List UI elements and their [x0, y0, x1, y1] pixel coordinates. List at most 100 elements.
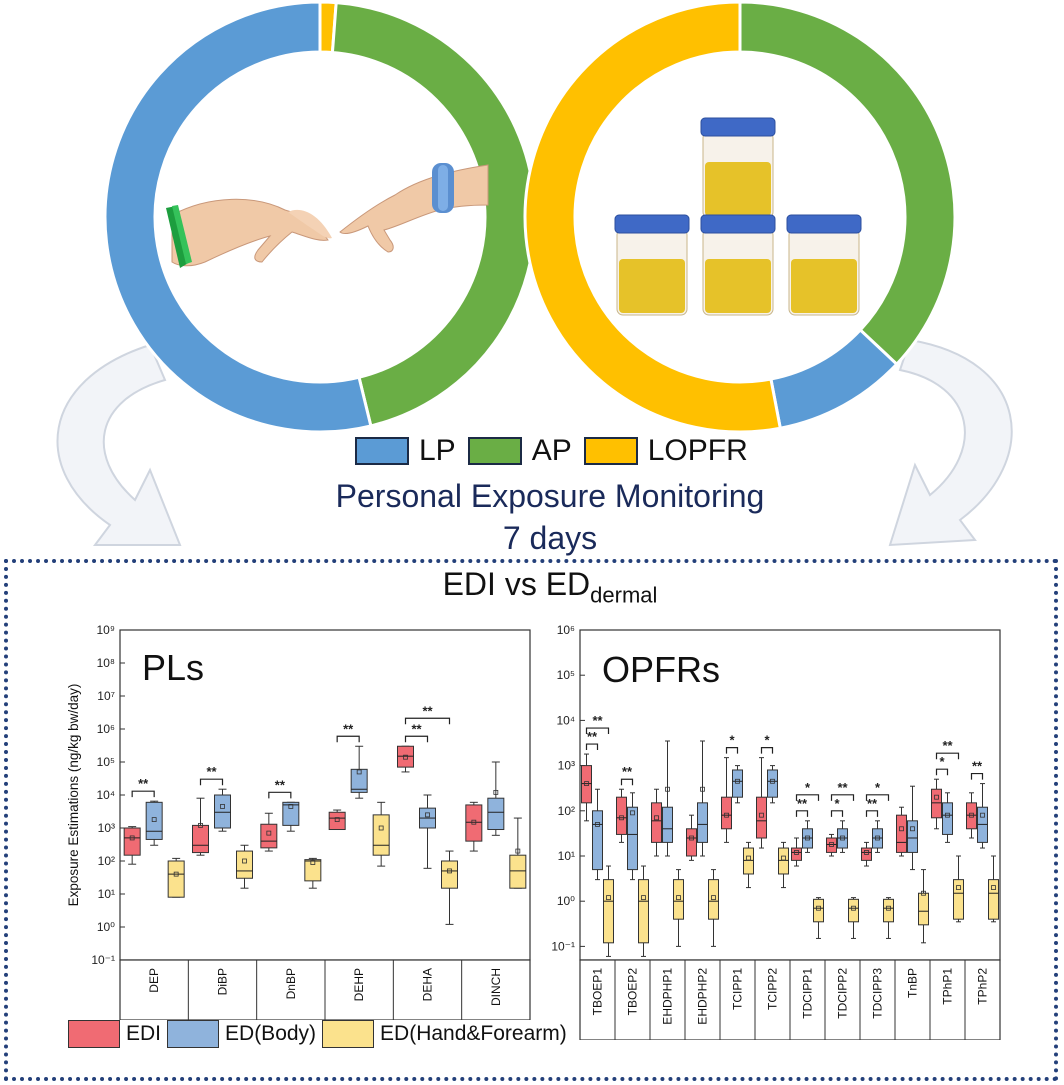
category-label: DiBP	[216, 968, 230, 995]
category-label: TBOEP1	[591, 968, 605, 1016]
y-tick-label: 10⁻¹	[91, 953, 115, 967]
significance-bracket	[830, 810, 844, 817]
legend-lp-swatch	[355, 437, 409, 465]
category-label: DINCH	[489, 968, 503, 1006]
box	[662, 806, 673, 843]
category-label: TDCIPP2	[836, 968, 850, 1019]
box-mean	[151, 817, 157, 822]
box	[509, 854, 527, 889]
box-mean	[770, 778, 775, 784]
box-mean	[969, 812, 974, 818]
cup-lid	[614, 214, 690, 234]
box-mean	[886, 905, 891, 911]
box	[260, 823, 278, 849]
category-label: TDCIPP3	[871, 968, 885, 1019]
box	[931, 788, 942, 819]
category-label: TBOEP2	[626, 968, 640, 1016]
box-mean	[471, 819, 477, 825]
box-mean	[266, 830, 272, 836]
exposure-donut-right	[523, 0, 957, 434]
box-mean	[851, 905, 856, 911]
category-label: TCIPP2	[766, 968, 780, 1010]
y-tick-label: 10⁰	[557, 894, 575, 908]
urine-sample-cups-icon	[614, 117, 862, 316]
box-mean	[242, 858, 247, 864]
significance-bracket	[935, 752, 960, 760]
box-mean	[595, 822, 600, 827]
significance-bracket	[865, 810, 879, 817]
box-mean	[864, 850, 869, 855]
y-tick-label: 10³	[558, 759, 575, 773]
y-tick-label: 10⁴	[96, 788, 115, 802]
box-mean	[759, 812, 764, 818]
box-mean	[840, 835, 845, 841]
cup-lid	[700, 214, 776, 234]
category-label: TPhP1	[941, 968, 955, 1005]
box	[123, 827, 141, 856]
box-mean	[805, 835, 810, 841]
box-mean	[921, 890, 926, 896]
donut-segment-lopfr	[523, 0, 783, 434]
box-mean	[198, 822, 203, 828]
box	[328, 811, 346, 831]
box-mean	[746, 855, 751, 861]
significance-bracket	[268, 791, 292, 799]
significance-bracket	[760, 747, 774, 754]
chart-title: OPFRs	[602, 649, 720, 690]
legend-ap-label: AP	[531, 434, 572, 467]
significance-bracket	[585, 743, 599, 751]
box	[192, 824, 209, 854]
significance-bracket	[404, 717, 451, 725]
y-tick-label: 10¹	[98, 887, 115, 901]
box-mean	[515, 848, 521, 854]
box-mean	[288, 804, 294, 809]
significance-label: *	[875, 780, 881, 795]
box-mean	[220, 804, 225, 809]
box-mean	[676, 895, 681, 901]
box-mean	[619, 815, 624, 821]
y-tick-label: 10⁴	[556, 713, 575, 727]
box-mean	[310, 860, 316, 865]
edi-title-sub: dermal	[590, 582, 658, 608]
opfrs-box-chart: 10⁻¹ 10⁰ 10¹ 10² 10³ 10⁴ 10⁵ 10⁶ OPFRs TBOEP1 TBOE…	[551, 623, 1001, 1040]
y-tick-label: 10⁹	[97, 623, 116, 637]
category-label: EHDPHP1	[661, 968, 675, 1025]
significance-label: *	[939, 754, 945, 769]
y-tick-label: 10¹	[558, 849, 575, 863]
box-mean	[689, 835, 694, 841]
category-label: TnBP	[906, 968, 920, 998]
box	[282, 801, 300, 826]
box	[918, 892, 929, 926]
box-mean	[724, 812, 729, 818]
box	[988, 879, 999, 920]
box-mean	[899, 826, 904, 832]
top-illustration	[56, 0, 1013, 547]
box-mean	[378, 825, 384, 831]
y-tick-label: 10⁵	[557, 668, 575, 682]
box-mean	[665, 786, 670, 792]
box	[603, 879, 614, 944]
y-tick-label: 10⁷	[97, 689, 115, 703]
category-label: EHDPHP2	[696, 968, 710, 1025]
legend-edi-label: EDI	[126, 1022, 162, 1045]
box	[487, 797, 505, 831]
box-mean	[875, 835, 880, 841]
donut-segment-lp	[769, 327, 899, 430]
significance-label: *	[729, 733, 735, 748]
box	[465, 804, 483, 842]
box-mean	[129, 835, 135, 841]
box-mean	[654, 815, 659, 821]
significance-label: **	[206, 764, 217, 779]
box-mean	[173, 871, 179, 877]
legend-ed-body-swatch	[167, 1020, 220, 1048]
legend-ap-swatch	[467, 437, 522, 465]
legend-ed-hand-label: ED(Hand&Forearm)	[380, 1022, 567, 1045]
box	[651, 802, 662, 843]
box	[638, 879, 649, 944]
box-mean	[334, 817, 340, 822]
significance-bracket	[620, 778, 634, 786]
donut-segment-ap	[330, 0, 537, 428]
box-mean	[794, 850, 799, 855]
significance-label: *	[805, 780, 811, 795]
significance-label: **	[422, 703, 433, 718]
